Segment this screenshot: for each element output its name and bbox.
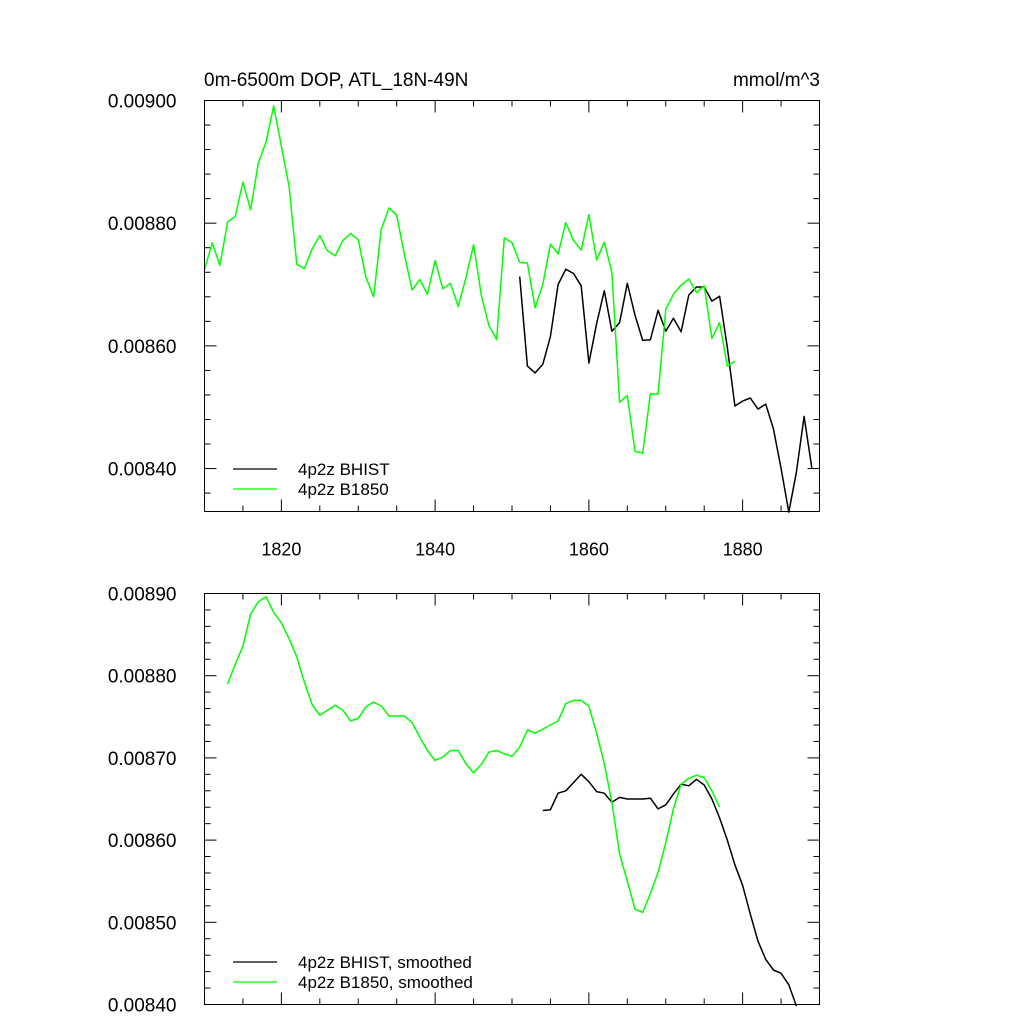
legend-label-b1850: 4p2z B1850 bbox=[298, 480, 389, 499]
top-chart-title: 0m-6500m DOP, ATL_18N-49N bbox=[204, 70, 468, 91]
y-tick-label: 0.00860 bbox=[108, 337, 177, 358]
bottom-chart: 0.00840 0.00850 0.00860 0.00870 0.00880 0.008… bbox=[108, 585, 820, 1017]
x-tick-label: 1860 bbox=[569, 540, 609, 560]
legend-label-bhist-smoothed: 4p2z BHIST, smoothed bbox=[298, 953, 472, 972]
y-tick-label: 0.00840 bbox=[108, 996, 177, 1017]
top-chart: 0m-6500m DOP, ATL_18N-49N mmol/m^3 1820 1… bbox=[108, 70, 820, 560]
y-tick-label: 0.00850 bbox=[108, 913, 177, 934]
legend-label-bhist: 4p2z BHIST bbox=[298, 460, 390, 479]
bottom-plot-area: 0.00840 0.00850 0.00860 0.00870 0.00880 0.008… bbox=[108, 585, 820, 1017]
x-tick-label: 1880 bbox=[723, 540, 763, 560]
y-tick-label: 0.00880 bbox=[108, 667, 177, 688]
top-series-line-bhist bbox=[518, 268, 813, 513]
y-tick-label: 0.00860 bbox=[108, 831, 177, 852]
top-chart-units: mmol/m^3 bbox=[733, 70, 820, 91]
y-tick-label: 0.00880 bbox=[108, 214, 177, 235]
legend-label-b1850-smoothed: 4p2z B1850, smoothed bbox=[298, 973, 473, 992]
y-tick-label: 0.00890 bbox=[108, 585, 177, 606]
bottom-plot-frame bbox=[204, 593, 820, 1005]
bottom-legend: 4p2z BHIST, smoothed 4p2z B1850, smoothe… bbox=[233, 953, 473, 992]
x-tick-label: 1840 bbox=[415, 540, 455, 560]
top-legend: 4p2z BHIST 4p2z B1850 bbox=[233, 460, 390, 499]
bottom-series-line-b1850 bbox=[226, 596, 721, 914]
x-tick-label: 1820 bbox=[261, 540, 301, 560]
top-plot-area: 1820 1840 1860 1880 0.00840 0.00860 0.00880 0.0… bbox=[108, 92, 820, 560]
y-tick-label: 0.00870 bbox=[108, 749, 177, 770]
y-tick-label: 0.00900 bbox=[108, 92, 177, 113]
y-tick-label: 0.00840 bbox=[108, 460, 177, 481]
bottom-series-line-bhist bbox=[542, 773, 798, 1007]
top-plot-frame bbox=[204, 100, 820, 512]
top-series-line-b1850 bbox=[203, 105, 736, 454]
